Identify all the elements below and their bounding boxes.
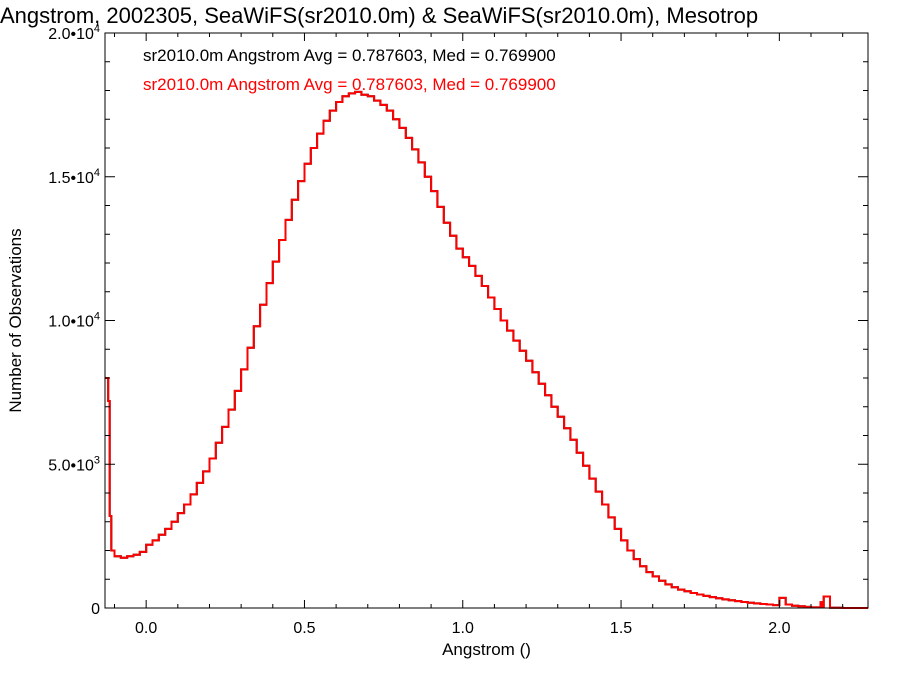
- x-axis-label: Angstrom (): [442, 640, 531, 659]
- x-tick-label: 1.5: [610, 620, 632, 637]
- plot-frame: [104, 32, 869, 609]
- stats-annotation-1: sr2010.0m Angstrom Avg = 0.787603, Med =…: [143, 75, 556, 94]
- x-tick-label: 2.0: [768, 620, 790, 637]
- y-axis-label: Number of Observations: [6, 228, 25, 412]
- x-tick-label: 0.5: [293, 620, 315, 637]
- y-tick-label: 1.5•104: [48, 167, 100, 187]
- y-tick-label: 5.0•103: [48, 454, 100, 474]
- x-tick-label: 0.0: [135, 620, 157, 637]
- stats-annotation-0: sr2010.0m Angstrom Avg = 0.787603, Med =…: [143, 46, 556, 65]
- x-tick-label: 1.0: [452, 620, 474, 637]
- y-tick-label: 0: [91, 601, 100, 618]
- series-line-0: [105, 90, 868, 609]
- series-line-1: [105, 90, 868, 609]
- y-tick-label: 2.0•104: [48, 23, 100, 43]
- y-tick-label: 1.0•104: [48, 311, 100, 331]
- chart-title: Angstrom, 2002305, SeaWiFS(sr2010.0m) & …: [0, 3, 758, 28]
